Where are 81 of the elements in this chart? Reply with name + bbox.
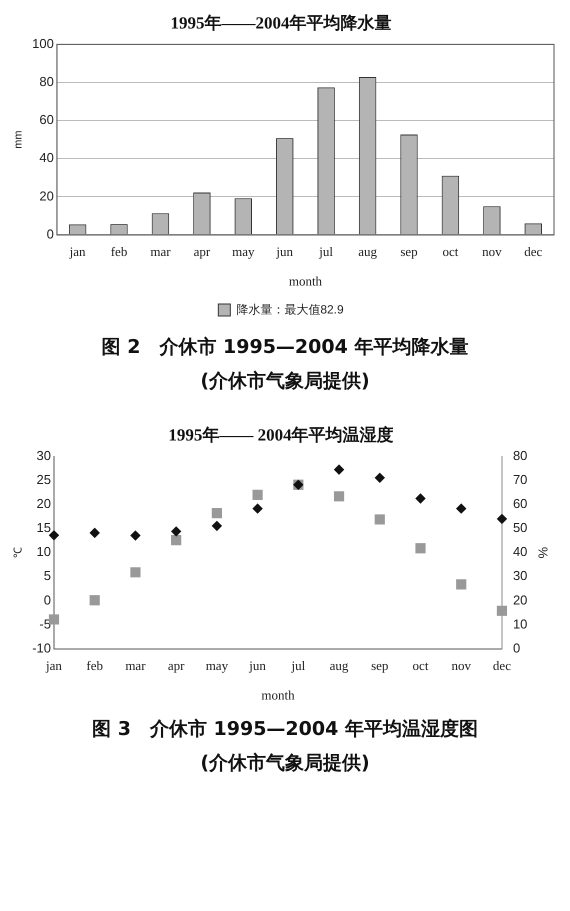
legend-label: 降水量：最大值82.9 bbox=[236, 302, 344, 316]
x-tick-label: apr bbox=[168, 658, 186, 674]
text: (介休市气象局提供) bbox=[199, 751, 371, 776]
chart-title: 1995年—— 2004年平均温湿度 bbox=[168, 426, 394, 445]
point bbox=[456, 504, 466, 514]
y-tick-label: 10 bbox=[36, 544, 51, 560]
y-tick-label: 20 bbox=[39, 188, 54, 204]
y2-tick-label: 20 bbox=[512, 592, 528, 608]
y-tick-label: 5 bbox=[44, 568, 51, 584]
point bbox=[252, 504, 263, 514]
y2-tick-label: 30 bbox=[512, 568, 528, 584]
x-tick-label: aug bbox=[358, 244, 378, 260]
y2-tick-label: 10 bbox=[512, 616, 528, 632]
point bbox=[171, 526, 182, 536]
text: (介休市气象局提供) bbox=[199, 369, 371, 394]
point bbox=[48, 614, 60, 625]
x-tick-label: dec bbox=[492, 658, 512, 674]
x-tick-label: may bbox=[206, 658, 229, 674]
x-tick-label: feb bbox=[110, 244, 128, 260]
point bbox=[48, 530, 59, 540]
y-tick-label: 25 bbox=[36, 472, 51, 488]
point bbox=[496, 514, 507, 524]
x-tick-label: jan bbox=[45, 658, 62, 674]
caption: 图 3 介休市 1995—2004 年平均温湿度图 bbox=[91, 717, 479, 742]
y2-tick-label: 50 bbox=[512, 520, 528, 536]
y-tick-label: 30 bbox=[36, 448, 51, 463]
point bbox=[334, 491, 344, 502]
y2-tick-label: 70 bbox=[512, 472, 528, 488]
chart-title: 1995年——2004年平均降水量 bbox=[170, 14, 392, 33]
y-tick-label: 0 bbox=[46, 226, 54, 242]
point bbox=[130, 567, 141, 578]
x-tick-label: nov bbox=[451, 658, 472, 674]
point bbox=[90, 595, 100, 606]
point bbox=[252, 490, 263, 500]
x-tick-label: jul bbox=[290, 658, 306, 674]
point bbox=[334, 464, 344, 475]
y2-tick-label: 40 bbox=[512, 544, 528, 560]
x-tick-label: jun bbox=[275, 244, 294, 260]
x-tick-label: jan bbox=[68, 244, 86, 260]
y-tick-label: -10 bbox=[32, 640, 51, 656]
y-tick-label: 80 bbox=[39, 74, 54, 90]
x-tick-label: aug bbox=[330, 658, 349, 674]
y2-tick-label: 60 bbox=[512, 496, 528, 512]
point bbox=[374, 514, 385, 525]
x-tick-label: jul bbox=[318, 244, 334, 260]
x-tick-label: sep bbox=[400, 244, 418, 260]
point bbox=[130, 530, 140, 541]
x-tick-label: feb bbox=[86, 658, 104, 674]
point bbox=[374, 472, 385, 483]
y2-axis-title: % bbox=[536, 546, 551, 559]
point bbox=[415, 493, 426, 504]
point bbox=[90, 528, 100, 538]
x-tick-label: apr bbox=[194, 244, 211, 260]
y-tick-label: 100 bbox=[32, 36, 54, 51]
y-axis-title: ℃ bbox=[12, 547, 25, 558]
point bbox=[415, 543, 426, 554]
y-tick-label: 15 bbox=[36, 520, 51, 536]
x-axis-title: month bbox=[261, 688, 296, 703]
x-tick-label: jun bbox=[248, 658, 266, 674]
point bbox=[212, 508, 222, 518]
point bbox=[171, 535, 182, 546]
y-tick-label: 60 bbox=[39, 112, 54, 128]
x-tick-label: nov bbox=[482, 244, 502, 260]
y-tick-label: 0 bbox=[44, 592, 51, 608]
x-tick-label: oct bbox=[442, 244, 459, 260]
x-tick-label: oct bbox=[412, 658, 429, 674]
y-tick-label: 40 bbox=[39, 150, 54, 166]
y-axis-title: mm bbox=[12, 130, 25, 149]
x-tick-label: mar bbox=[125, 658, 146, 674]
point bbox=[212, 520, 222, 531]
x-tick-label: may bbox=[232, 244, 255, 260]
x-tick-label: dec bbox=[524, 244, 543, 260]
point bbox=[496, 606, 508, 616]
caption: 图 2 介休市 1995—2004 年平均降水量 bbox=[100, 335, 470, 360]
x-axis-title: month bbox=[288, 274, 323, 289]
y-tick-label: 20 bbox=[36, 496, 51, 512]
x-tick-label: mar bbox=[150, 244, 172, 260]
point bbox=[456, 579, 466, 590]
y2-tick-label: 0 bbox=[512, 640, 520, 656]
x-tick-label: sep bbox=[371, 658, 388, 674]
y2-tick-label: 80 bbox=[512, 448, 528, 463]
